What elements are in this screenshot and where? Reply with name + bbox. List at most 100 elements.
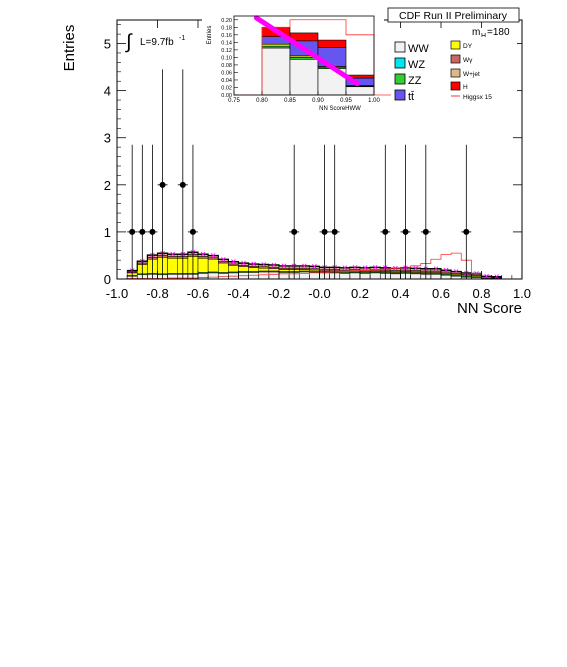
legend-label-wjet: W+jet	[463, 71, 480, 78]
inset-x-tick-label-1: 0.80	[256, 98, 268, 104]
mass-label-sub: H	[481, 33, 486, 40]
bar-ww-23	[359, 273, 371, 280]
data-point-11	[422, 228, 429, 235]
x-tick-label-5: -0.0	[308, 286, 330, 301]
bar-wjet-15	[278, 266, 290, 269]
data-point-4	[179, 181, 186, 188]
inset-bar-ww-2	[289, 58, 319, 96]
mass-label: m H =180	[472, 27, 510, 40]
uncertainty-marker-15	[281, 263, 287, 269]
inset-x-tick-label-5: 1.00	[368, 98, 380, 104]
bar-dy-15	[278, 269, 290, 272]
y-tick-label-2: 2	[104, 178, 111, 193]
legend-label-ttbar: tt̄	[408, 91, 414, 103]
uncertainty-marker-36	[494, 274, 499, 279]
y-tick-label-4: 4	[104, 84, 111, 99]
integral-sign: ∫	[125, 31, 133, 53]
bar-ww-31	[440, 274, 452, 280]
inset-y-axis-title: Entries	[207, 26, 213, 45]
bar-wjet-8	[207, 255, 219, 259]
uncertainty-marker-30	[433, 266, 439, 271]
uncertainty-marker-31	[443, 267, 449, 273]
y-tick-label-3: 3	[104, 131, 111, 146]
x-tick-label-2: -0.6	[187, 286, 209, 301]
data-point-7	[321, 228, 328, 235]
uncertainty-marker-14	[271, 262, 277, 268]
bar-wjet-26	[390, 268, 401, 271]
uncertainty-marker-8	[210, 253, 216, 258]
legend-label-zz: ZZ	[408, 75, 422, 87]
bar-ww-13	[258, 271, 270, 280]
bar-wgamma-7	[197, 256, 209, 259]
x-tick-label-10: 1.0	[513, 286, 531, 301]
bar-ww-18	[309, 272, 320, 280]
x-tick-label-3: -0.4	[227, 286, 249, 301]
bar-dy-9	[218, 262, 229, 273]
inset-y-tick-label-9: 0.18	[221, 25, 232, 31]
uncertainty-marker-11	[241, 260, 246, 266]
bar-dy-12	[248, 267, 259, 272]
legend: WW WZ ZZ tt̄ DY Wγ W+jet H Higgsx 15	[391, 37, 517, 105]
inset-bar-h-3	[317, 39, 347, 48]
legend-swatch-wz	[394, 57, 406, 69]
y-axis-title: Entries	[61, 25, 78, 72]
bar-ww-30	[430, 274, 442, 280]
legend-swatch-dy	[450, 40, 461, 50]
data-point-8	[331, 228, 338, 235]
luminosity-text: L=9.7fb	[140, 37, 174, 48]
bar-dy-14	[268, 268, 280, 272]
inset-y-tick-label-2: 0.04	[221, 78, 232, 84]
inset-magenta-band	[253, 15, 360, 87]
x-tick-label-7: 0.4	[391, 286, 409, 301]
bar-dy-7	[197, 258, 209, 273]
inset-x-tick-label-3: 0.90	[312, 98, 324, 104]
bar-ww-24	[369, 272, 381, 280]
bar-ww-8	[207, 272, 219, 280]
legend-label-dy: DY	[463, 43, 473, 50]
x-tick-label-0: -1.0	[106, 286, 128, 301]
inset-y-tick-label-10: 0.20	[221, 18, 232, 24]
x-tick-label-4: -0.2	[268, 286, 290, 301]
uncertainty-marker-24	[372, 264, 378, 270]
bar-dy-13	[258, 267, 270, 272]
bar-ww-28	[410, 273, 421, 280]
legend-swatch-ttbar	[394, 89, 406, 101]
y-tick-label-0: 0	[104, 272, 111, 287]
bar-ww-15	[278, 272, 290, 280]
bar-wjet-30	[430, 268, 442, 272]
x-tick-label-8: 0.6	[432, 286, 450, 301]
bar-wjet-28	[410, 268, 421, 271]
bar-wjet-14	[268, 265, 280, 268]
uncertainty-marker-7	[200, 251, 206, 257]
mass-label-tail: =180	[487, 27, 510, 38]
bar-dy-10	[228, 265, 239, 273]
bar-wjet-18	[309, 266, 320, 269]
legend-swatch-wjet	[450, 68, 461, 78]
uncertainty-marker-10	[231, 259, 236, 264]
bar-wjet-10	[228, 261, 239, 265]
signal-line	[127, 252, 502, 280]
bar-wjet-11	[238, 263, 249, 266]
bar-ww-21	[339, 273, 351, 280]
y-tick-label-5: 5	[104, 37, 111, 52]
bar-wjet-17	[299, 266, 310, 269]
inset-y-tick-label-5: 0.10	[221, 55, 232, 61]
inset-bar-ww-4	[345, 86, 375, 96]
inset-y-tick-label-6: 0.12	[221, 48, 232, 54]
bar-wjet-9	[218, 259, 229, 262]
legend-swatch-h	[450, 81, 461, 91]
bar-ww-7	[197, 273, 209, 280]
bar-wgamma-4	[167, 256, 178, 259]
data-point-1	[139, 228, 146, 235]
x-tick-label-6: 0.2	[351, 286, 369, 301]
uncertainty-marker-32	[453, 269, 459, 274]
uncertainty-marker-17	[302, 263, 307, 269]
data-point-10	[402, 228, 409, 235]
data-point-9	[382, 228, 389, 235]
bar-ww-26	[390, 273, 401, 280]
x-axis-title: NN Score	[457, 300, 522, 317]
bar-wjet-13	[258, 264, 270, 268]
bar-ww-14	[268, 271, 280, 280]
inset-y-tick-label-7: 0.14	[221, 40, 232, 46]
